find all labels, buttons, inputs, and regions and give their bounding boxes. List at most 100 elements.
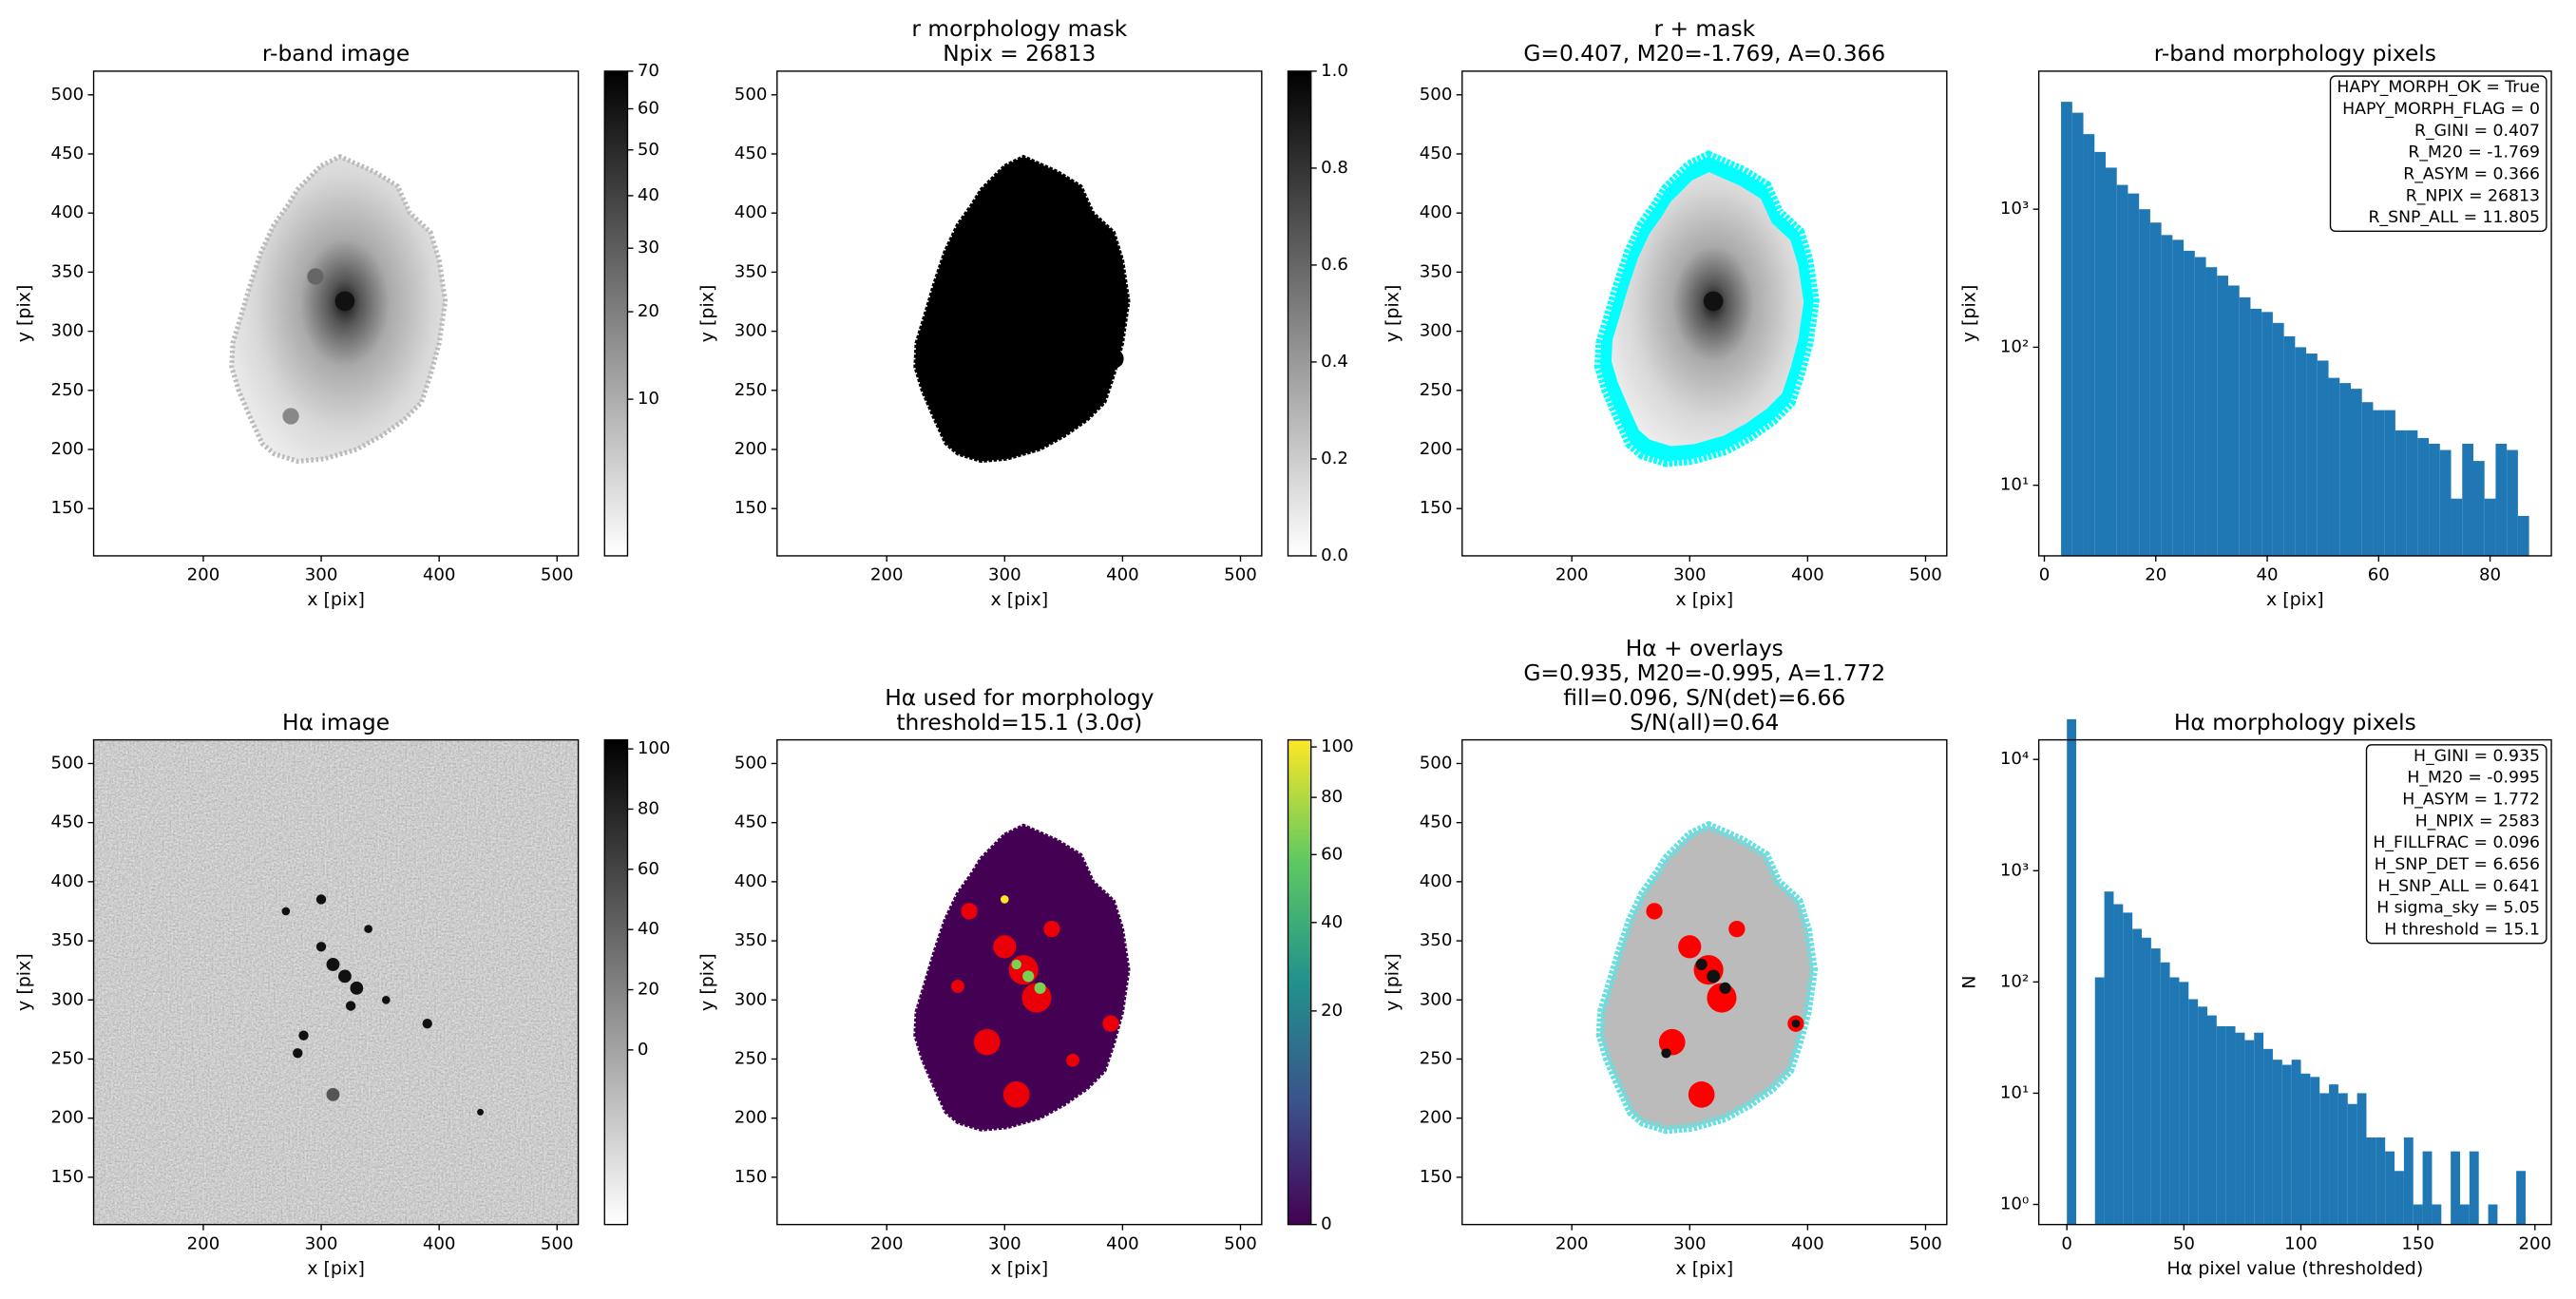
panel-title: Npix = 26813 [943,40,1096,67]
detection [1043,920,1060,938]
y-tick-label: 450 [51,812,85,832]
bar [2350,389,2362,556]
axes-frame [2037,70,2552,557]
colorbar-tick-label: 0.0 [1321,545,1348,565]
x-tick-label: 300 [988,565,1021,585]
bar [2347,1103,2357,1225]
colorbar-tick-label: 100 [1321,736,1354,756]
detection [1002,1081,1030,1108]
x-tick-label: 400 [1791,565,1824,585]
bar [2235,1032,2245,1225]
y-tick-label: 300 [735,989,768,1009]
y-tick-label: 10⁴ [2000,749,2029,769]
y-tick-label: 250 [735,1048,768,1068]
x-tick-label: 200 [870,565,904,585]
knot [326,958,340,971]
annotation-line: H_SNP_ALL = 0.641 [2377,877,2539,896]
bar [2083,134,2095,556]
y-tick-label: 250 [735,380,768,400]
bar [2067,718,2077,1225]
panel-title: Hα image [282,709,390,735]
panel-title: G=0.407, M20=-1.769, A=0.366 [1523,40,1885,67]
x-tick-label: 400 [1106,565,1139,585]
colorbar [1287,738,1312,1226]
bar [2198,1006,2207,1225]
x-tick-label: 300 [305,565,338,585]
annotation-line: H_M20 = -0.995 [2407,769,2540,788]
y-tick-label: 150 [51,1167,85,1187]
annotation-line: R_GINI = 0.407 [2414,122,2540,141]
y-axis-label: N [1959,976,1980,989]
bars [2061,102,2529,556]
y-axis-label: y [pix] [13,953,34,1011]
bar [2217,276,2228,556]
bar [2484,498,2496,556]
bar [2339,383,2351,556]
y-tick-label: 300 [1420,989,1453,1009]
x-axis-label: x [pix] [307,1258,365,1279]
bar [2179,982,2189,1225]
detection [993,935,1017,959]
x-tick-label: 400 [423,1233,456,1253]
detection [951,980,964,993]
x-axis-label: x [pix] [990,1258,1048,1279]
panel-title: r-band morphology pixels [2154,40,2436,67]
bar [2225,1025,2236,1225]
bar [2495,443,2508,556]
colorbar [603,738,629,1226]
bar [2104,891,2114,1225]
bar [2116,184,2128,556]
bar [2310,1077,2320,1225]
y-tick-label: 10³ [2000,860,2029,880]
y-axis-label: y [pix] [1383,285,1403,343]
bar [2105,167,2117,556]
bar [2460,1204,2470,1225]
y-tick-label: 200 [51,1108,85,1128]
bar [2429,443,2440,556]
y-tick-label: 400 [735,871,768,891]
annotation-line: HAPY_MORPH_FLAG = 0 [2342,100,2540,119]
panel-title: Hα morphology pixels [2174,709,2416,735]
colorbar-tick-label: 80 [638,798,659,818]
knot [1695,958,1708,970]
panel-title: r + mask [1653,15,1755,42]
colorbar-tick-label: 40 [1321,912,1343,932]
knot [315,894,327,905]
y-tick-label: 150 [51,498,85,518]
knot [337,969,352,984]
detection [1688,1081,1715,1108]
bar [2194,257,2206,556]
axes-frame [776,70,1263,557]
annotation-line: H_SNP_DET = 6.656 [2375,855,2540,874]
y-tick-label: 500 [735,753,768,773]
bar [2261,312,2273,556]
knot [307,268,324,285]
colorbar-tick-label: 20 [638,980,659,1000]
mask-image [913,155,1131,464]
bar [2227,285,2240,556]
x-axis-label: x [pix] [2266,589,2324,610]
annotation-background [2329,75,2547,232]
x-tick-label: 0 [2039,565,2051,585]
detections [1646,903,1804,1108]
bar [2462,443,2473,556]
bar [2488,1204,2498,1225]
colorbar-tick-label: 100 [638,738,671,758]
x-tick-label: 300 [1673,565,1707,585]
bar [2357,1093,2367,1225]
bar [2469,1151,2479,1225]
y-tick-label: 150 [735,1167,768,1187]
y-tick-label: 350 [735,930,768,950]
y-tick-label: 150 [1420,1167,1453,1187]
bar [2413,1204,2423,1225]
x-tick-label: 200 [1555,565,1589,585]
y-tick-label: 500 [1420,85,1453,105]
bar [2451,1151,2461,1225]
colorbar-tick-label: 0.6 [1321,255,1348,275]
x-axis-label: x [pix] [307,589,365,610]
bar [2172,239,2185,556]
y-tick-label: 350 [51,930,85,950]
bar [2149,222,2162,556]
knot [298,1030,309,1041]
halpha-knots [1661,958,1801,1059]
